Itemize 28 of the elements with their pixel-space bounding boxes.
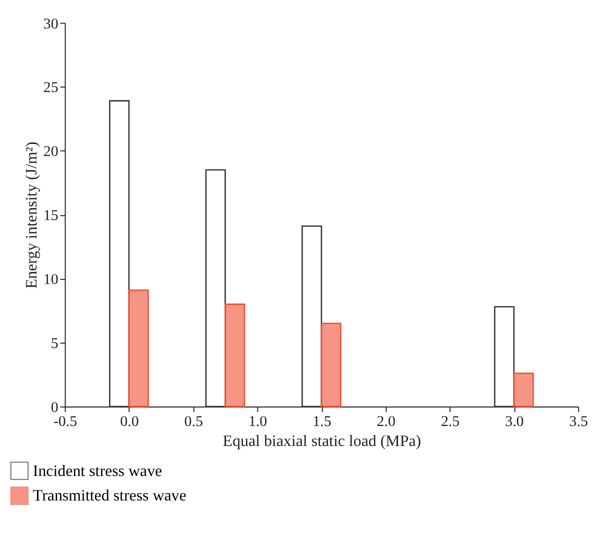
bar	[109, 100, 130, 408]
y-axis-title: Energy intensity (J/m²)	[23, 142, 40, 289]
bar	[513, 372, 534, 408]
bar	[128, 289, 149, 408]
y-tick-label: 15	[43, 208, 58, 224]
legend-label: Transmitted stress wave	[32, 488, 186, 505]
x-axis-title: Equal biaxial static load (MPa)	[222, 432, 422, 450]
y-tick-label: 30	[43, 16, 58, 32]
x-tick-label: 0.5	[184, 414, 203, 430]
y-tick-label: 25	[43, 80, 58, 96]
x-tick-label: -0.5	[53, 414, 78, 430]
y-tick-label: 0	[50, 400, 58, 416]
y-tick-label: 10	[43, 272, 58, 288]
x-tick-label: 1.5	[312, 414, 332, 430]
x-tick-label: 0.0	[120, 414, 139, 430]
bar	[494, 306, 515, 408]
bar	[205, 169, 226, 408]
bar	[224, 304, 246, 408]
legend-label: Incident stress wave	[32, 462, 162, 480]
x-tick-label: 3.5	[569, 414, 588, 430]
bar	[320, 322, 342, 408]
x-tick-label: 2.0	[376, 414, 396, 430]
x-tick-label: 2.5	[440, 414, 460, 430]
y-tick-label: 20	[43, 144, 58, 160]
y-tick-label: 5	[50, 336, 58, 352]
bar	[302, 226, 322, 408]
x-tick-label: 1.0	[248, 414, 268, 430]
x-tick-label: 3.0	[505, 414, 524, 430]
